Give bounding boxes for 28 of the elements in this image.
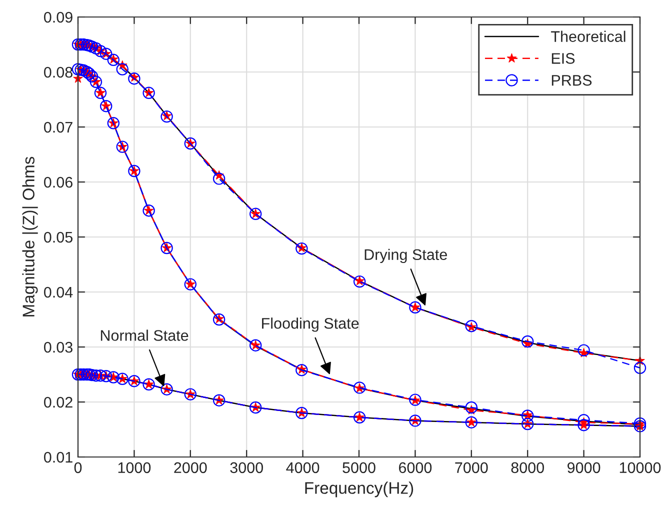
y-tick-label: 0.06 — [44, 176, 72, 188]
annotation: Flooding State — [262, 318, 359, 332]
x-tick-label: 4000 — [286, 462, 320, 474]
x-tick-label: 6000 — [398, 462, 432, 474]
x-tick-label: 0 — [74, 462, 82, 474]
y-tick-label: 0.09 — [44, 12, 72, 23]
y-tick-label: 0.03 — [44, 342, 72, 353]
y-tick-label: 0.07 — [44, 122, 72, 133]
y-tick-label: 0.08 — [44, 66, 72, 78]
y-tick-label: 0.01 — [44, 452, 72, 463]
x-tick-label: 5000 — [342, 462, 376, 474]
x-tick-label: 7000 — [455, 462, 488, 474]
y-tick-label: 0.02 — [44, 396, 72, 408]
y-axis-title: Magnitude |(Z)| Ohms — [22, 156, 38, 316]
x-tick-label: 2000 — [174, 462, 207, 474]
x-tick-label: 8000 — [511, 462, 544, 474]
x-tick-label: 1000 — [118, 462, 151, 474]
y-tick-label: 0.05 — [44, 232, 72, 243]
x-tick-label: 3000 — [230, 462, 263, 474]
x-axis-title: Frequency(Hz) — [305, 482, 414, 498]
annotation: Normal State — [100, 330, 188, 341]
legend-label: EIS — [552, 53, 575, 64]
legend-label: PRBS — [552, 74, 592, 86]
y-tick-label: 0.04 — [44, 286, 73, 298]
x-tick-label: 10000 — [620, 462, 661, 474]
x-tick-label: 9000 — [568, 462, 600, 474]
legend-label: Theoretical — [551, 30, 626, 42]
annotation: Drying State — [364, 248, 447, 264]
